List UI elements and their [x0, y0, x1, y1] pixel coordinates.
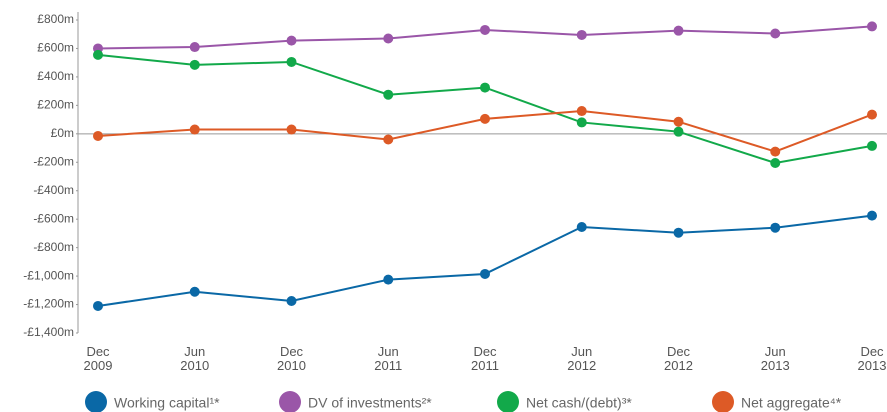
legend-label: DV of investments²*: [308, 395, 432, 411]
y-tick-label: -£800m: [33, 240, 74, 254]
legend-label: Working capital¹*: [114, 395, 220, 411]
y-tick-label: -£600m: [33, 211, 74, 225]
x-tick-label: Dec 2009: [83, 344, 113, 373]
data-point: [383, 33, 394, 44]
data-point: [480, 82, 490, 93]
data-point: [576, 117, 587, 128]
data-point: [673, 25, 684, 36]
y-tick-label: £400m: [37, 69, 74, 83]
data-point: [189, 286, 200, 297]
x-tick-label: Jun 2013: [760, 344, 790, 373]
x-tick-label: Jun 2012: [567, 344, 597, 373]
data-point: [576, 222, 587, 233]
y-tick-label: -£1,000m: [23, 268, 74, 282]
y-tick-label: -£200m: [33, 154, 74, 168]
data-point: [673, 227, 684, 238]
data-point: [770, 146, 781, 157]
data-point: [93, 300, 103, 311]
data-point: [286, 35, 297, 46]
data-point: [770, 28, 781, 39]
data-point: [286, 124, 297, 135]
data-point: [480, 24, 490, 35]
x-tick-label: Dec 2013: [857, 344, 887, 373]
x-tick-label: Dec 2012: [664, 344, 693, 373]
data-point: [770, 222, 781, 233]
data-point: [93, 130, 103, 141]
data-point: [189, 124, 200, 135]
y-tick-label: £0m: [51, 126, 74, 140]
y-tick-label: £200m: [37, 98, 74, 112]
data-point: [576, 106, 587, 117]
y-tick-label: £600m: [37, 41, 74, 55]
x-tick-label: Jun 2010: [180, 344, 210, 373]
data-point: [867, 21, 877, 32]
x-tick-label: Dec 2011: [471, 344, 499, 373]
y-tick-label: £800m: [37, 12, 74, 26]
data-point: [770, 157, 781, 168]
data-point: [286, 295, 297, 306]
y-tick-label: -£400m: [33, 183, 74, 197]
data-point: [867, 210, 877, 221]
data-point: [867, 140, 877, 151]
y-tick-label: -£1,200m: [23, 297, 74, 311]
data-point: [673, 116, 684, 127]
data-point: [383, 134, 394, 145]
legend-swatch: [85, 391, 107, 412]
y-tick-label: -£1,400m: [23, 325, 74, 339]
legend-swatch: [712, 391, 734, 412]
data-point: [867, 109, 877, 120]
data-point: [286, 56, 297, 67]
data-point: [383, 89, 394, 100]
data-point: [189, 42, 200, 53]
data-point: [93, 49, 103, 60]
series-line: [97, 53, 873, 165]
x-tick-label: Dec 2010: [277, 344, 306, 373]
data-point: [480, 268, 490, 279]
data-point: [673, 126, 684, 137]
data-point: [480, 113, 490, 124]
x-tick-label: Jun 2011: [374, 344, 403, 373]
legend-swatch: [279, 391, 301, 412]
data-point: [189, 59, 200, 70]
data-point: [383, 274, 394, 285]
data-point: [576, 29, 587, 40]
legend-swatch: [497, 391, 519, 412]
series-line: [97, 214, 873, 307]
legend-label: Net aggregate⁴*: [741, 395, 842, 411]
legend-label: Net cash/(debt)³*: [526, 395, 632, 411]
